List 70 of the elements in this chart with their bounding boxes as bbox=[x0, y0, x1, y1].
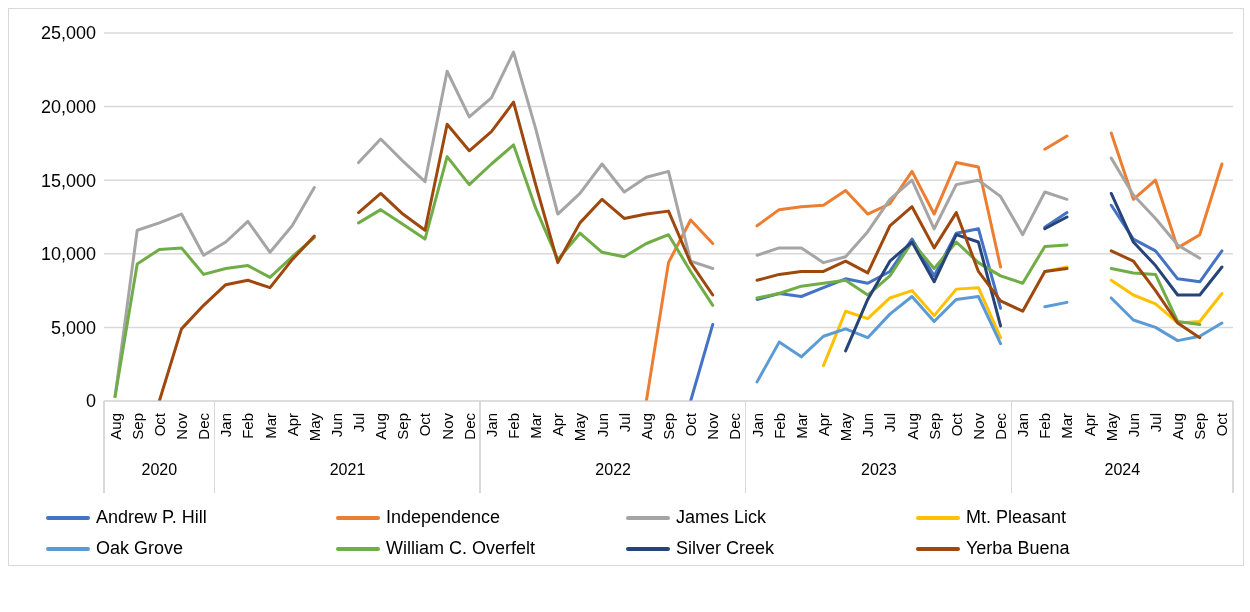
x-tick-label: Nov bbox=[969, 412, 987, 440]
x-tick-label: Aug bbox=[372, 413, 390, 440]
x-tick-label: Jan bbox=[748, 413, 766, 438]
x-tick-label: Jul bbox=[881, 413, 899, 433]
x-tick-label: Oct bbox=[150, 412, 168, 437]
x-tick-label: Jun bbox=[327, 413, 345, 438]
x-tick-label: Jan bbox=[217, 413, 235, 438]
text: 2023 bbox=[860, 461, 898, 479]
x-tick-label: Oct bbox=[947, 412, 965, 437]
y-tick-label: 10,000 bbox=[40, 244, 96, 265]
x-tick-label: Aug bbox=[106, 413, 124, 440]
x-tick-label: Jul bbox=[350, 413, 368, 433]
x-tick-label: Nov bbox=[172, 412, 190, 440]
x-tick-label: Apr bbox=[549, 413, 567, 437]
x-tick-label: Sep bbox=[660, 413, 677, 440]
x-tick-label: Feb bbox=[770, 413, 788, 439]
x-tick-label: Nov bbox=[704, 412, 722, 440]
x-tick-label: Apr bbox=[1080, 413, 1098, 437]
legend-label: James Lick bbox=[676, 507, 767, 528]
x-tick-label: Dec bbox=[195, 412, 213, 440]
x-tick-label: May bbox=[837, 412, 855, 442]
x-tick-label: Feb bbox=[1036, 413, 1054, 439]
text: 2022 bbox=[594, 461, 632, 479]
x-tick-label: Aug bbox=[903, 413, 921, 440]
x-tick-label: Aug bbox=[637, 413, 655, 440]
x-tick-label: Jul bbox=[615, 413, 633, 433]
x-tick-label: Sep bbox=[925, 413, 943, 440]
legend-label: Mt. Pleasant bbox=[966, 507, 1067, 528]
x-tick-label: Dec bbox=[992, 412, 1010, 440]
y-tick-label: 0 bbox=[85, 391, 96, 412]
text: 2024 bbox=[1103, 461, 1142, 479]
x-tick-label: Mar bbox=[1058, 413, 1076, 439]
x-tick-label: Dec bbox=[726, 412, 744, 440]
x-tick-label: Jun bbox=[859, 413, 877, 438]
x-tick-label: Feb bbox=[505, 413, 523, 439]
x-tick-label: Mar bbox=[527, 413, 545, 439]
x-tick-label: Oct bbox=[1213, 412, 1231, 437]
x-tick-label: Jun bbox=[1124, 413, 1142, 438]
x-tick-label: Jul bbox=[1147, 413, 1165, 433]
x-tick-label: May bbox=[571, 412, 589, 442]
x-tick-label: Apr bbox=[283, 413, 301, 437]
legend-label: William C. Overfelt bbox=[386, 538, 536, 559]
legend-label: Andrew P. Hill bbox=[96, 507, 207, 528]
x-tick-label: Oct bbox=[416, 412, 434, 437]
y-tick-label: 15,000 bbox=[40, 170, 96, 191]
x-tick-label: Feb bbox=[239, 413, 257, 439]
x-tick-label: Sep bbox=[394, 413, 412, 440]
x-tick-label: Apr bbox=[814, 413, 832, 437]
x-tick-label: May bbox=[305, 412, 323, 442]
x-tick-label: Aug bbox=[1169, 413, 1187, 440]
x-tick-label: Nov bbox=[438, 412, 456, 440]
x-tick-label: Oct bbox=[682, 412, 700, 437]
y-tick-label: 20,000 bbox=[40, 96, 96, 117]
x-tick-label: Sep bbox=[1191, 413, 1209, 440]
legend-label: Independence bbox=[386, 507, 501, 528]
legend-label: Silver Creek bbox=[676, 538, 775, 559]
x-tick-label: Mar bbox=[792, 413, 810, 439]
x-tick-label: Jun bbox=[593, 413, 611, 438]
x-tick-label: Mar bbox=[261, 413, 279, 439]
legend-label: Oak Grove bbox=[96, 538, 184, 559]
y-tick-label: 5,000 bbox=[50, 317, 96, 338]
legend-label: Yerba Buena bbox=[966, 538, 1070, 559]
x-tick-label: Sep bbox=[128, 413, 146, 440]
x-tick-label: Jan bbox=[482, 413, 500, 438]
x-tick-label: May bbox=[1102, 412, 1120, 442]
y-tick-label: 25,000 bbox=[40, 23, 96, 44]
x-tick-label: Dec bbox=[460, 412, 478, 440]
x-tick-label: Jan bbox=[1014, 413, 1032, 438]
text: 2021 bbox=[328, 461, 367, 479]
text: 2020 bbox=[140, 461, 179, 479]
